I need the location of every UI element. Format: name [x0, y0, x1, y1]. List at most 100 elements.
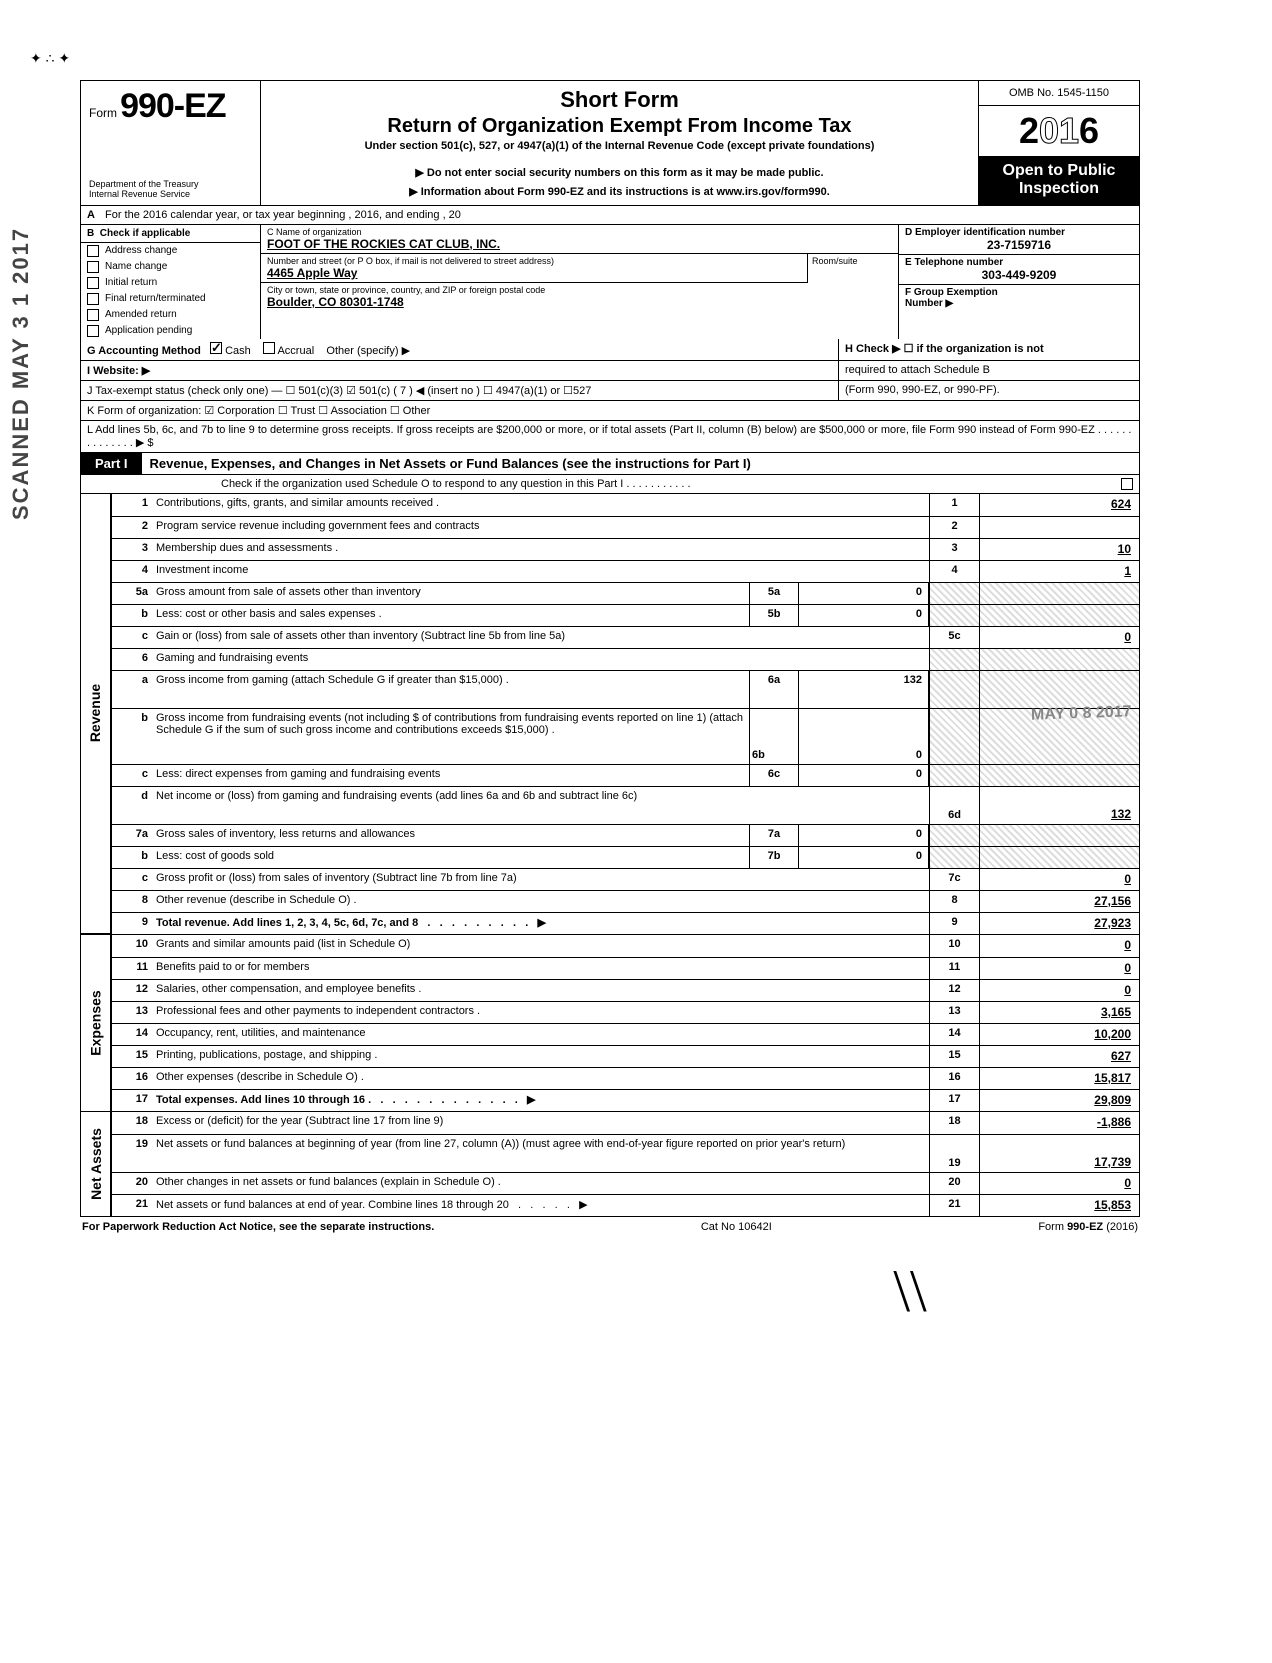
chk-final-return[interactable]: Final return/terminated: [81, 291, 260, 307]
tax-year: 2016: [979, 106, 1139, 156]
stray-marks: ✦ ∴ ✦: [30, 50, 70, 67]
line-a-text: For the 2016 calendar year, or tax year …: [105, 209, 461, 221]
part1-header: Part I Revenue, Expenses, and Changes in…: [80, 453, 1140, 475]
d-ein: D Employer identification number 23-7159…: [899, 225, 1139, 255]
footer-right: Form 990-EZ (2016): [1038, 1221, 1138, 1233]
line-20: 20Other changes in net assets or fund ba…: [112, 1172, 1139, 1194]
e-phone: E Telephone number 303-449-9209: [899, 255, 1139, 285]
netassets-table: Net Assets 18Excess or (deficit) for the…: [80, 1112, 1140, 1217]
dept-treasury: Department of the Treasury Internal Reve…: [89, 179, 252, 199]
line-6c: cLess: direct expenses from gaming and f…: [112, 764, 1139, 786]
line-13: 13Professional fees and other payments t…: [112, 1001, 1139, 1023]
chk-initial-return[interactable]: Initial return: [81, 275, 260, 291]
e-label: E Telephone number: [905, 257, 1133, 268]
line-21: 21Net assets or fund balances at end of …: [112, 1194, 1139, 1216]
part1-label: Part I: [81, 453, 142, 474]
chk-schedule-o[interactable]: [1121, 478, 1133, 490]
chk-cash[interactable]: [210, 342, 222, 354]
line-7a: 7aGross sales of inventory, less returns…: [112, 824, 1139, 846]
expenses-section: 10Grants and similar amounts paid (list …: [111, 935, 1139, 1111]
row-g: G Accounting Method Cash Accrual Other (…: [80, 339, 1140, 361]
line-6b: bGross income from fundraising events (n…: [112, 708, 1139, 764]
g-label: G Accounting Method: [87, 345, 201, 357]
line-6a: aGross income from gaming (attach Schedu…: [112, 670, 1139, 708]
footer: For Paperwork Reduction Act Notice, see …: [80, 1217, 1140, 1237]
handwritten-slashes: \\: [680, 1257, 1140, 1326]
line-7b: bLess: cost of goods sold7b0: [112, 846, 1139, 868]
main-table: Revenue 1Contributions, gifts, grants, a…: [80, 494, 1140, 935]
line-6d: dNet income or (loss) from gaming and fu…: [112, 786, 1139, 824]
line-5a: 5aGross amount from sale of assets other…: [112, 582, 1139, 604]
line-9: 9Total revenue. Add lines 1, 2, 3, 4, 5c…: [112, 912, 1139, 934]
line-a: A For the 2016 calendar year, or tax yea…: [80, 206, 1140, 225]
form-number: 990-EZ: [120, 87, 226, 125]
date-stamp: MAY 0 8 2017: [1031, 703, 1132, 724]
revenue-section: 1Contributions, gifts, grants, and simil…: [111, 494, 1139, 934]
revenue-label: Revenue: [81, 494, 111, 934]
i-website: I Website: ▶: [81, 361, 839, 380]
netassets-section: 18Excess or (deficit) for the year (Subt…: [111, 1112, 1139, 1216]
row-l: L Add lines 5b, 6c, and 7b to line 9 to …: [80, 421, 1140, 453]
other-label: Other (specify) ▶: [326, 345, 410, 357]
accrual-label: Accrual: [277, 345, 314, 357]
line-18: 18Excess or (deficit) for the year (Subt…: [112, 1112, 1139, 1134]
c-addr-label: Number and street (or P O box, if mail i…: [267, 256, 801, 266]
f-group: F Group Exemption Number ▶: [899, 285, 1139, 311]
col-de: D Employer identification number 23-7159…: [899, 225, 1139, 339]
netassets-label: Net Assets: [81, 1112, 111, 1216]
line-17: 17Total expenses. Add lines 10 through 1…: [112, 1089, 1139, 1111]
j-tax-exempt: J Tax-exempt status (check only one) — ☐…: [81, 381, 839, 400]
h-line3: (Form 990, 990-EZ, or 990-PF).: [839, 381, 1139, 400]
open-line2: Inspection: [983, 180, 1135, 198]
chk-address-change[interactable]: Address change: [81, 243, 260, 259]
line-15: 15Printing, publications, postage, and s…: [112, 1045, 1139, 1067]
c-city: City or town, state or province, country…: [261, 283, 898, 311]
title-short-form: Short Form: [271, 87, 968, 113]
part1-sub: Check if the organization used Schedule …: [80, 475, 1140, 494]
title-under: Under section 501(c), 527, or 4947(a)(1)…: [271, 140, 968, 152]
cash-label: Cash: [225, 345, 251, 357]
row-j: J Tax-exempt status (check only one) — ☐…: [80, 381, 1140, 401]
line-5c: cGain or (loss) from sale of assets othe…: [112, 626, 1139, 648]
ein-value: 23-7159716: [905, 238, 1133, 252]
chk-amended-return[interactable]: Amended return: [81, 307, 260, 323]
f-label2: Number ▶: [905, 298, 1133, 309]
form-page: Form 990-EZ Department of the Treasury I…: [80, 80, 1140, 1326]
row-k: K Form of organization: ☑ Corporation ☐ …: [80, 401, 1140, 421]
chk-name-change[interactable]: Name change: [81, 259, 260, 275]
line-7c: cGross profit or (loss) from sales of in…: [112, 868, 1139, 890]
b-head: B Check if applicable: [81, 225, 260, 243]
line-16: 16Other expenses (describe in Schedule O…: [112, 1067, 1139, 1089]
h-line2: required to attach Schedule B: [839, 361, 1139, 380]
line-2: 2Program service revenue including gover…: [112, 516, 1139, 538]
notice-info: ▶ Information about Form 990-EZ and its …: [271, 185, 968, 198]
row-i: I Website: ▶ required to attach Schedule…: [80, 361, 1140, 381]
part1-title: Revenue, Expenses, and Changes in Net As…: [142, 453, 1139, 474]
room-suite: Room/suite: [808, 254, 898, 283]
line-12: 12Salaries, other compensation, and empl…: [112, 979, 1139, 1001]
scanned-stamp: SCANNED MAY 3 1 2017: [8, 227, 34, 520]
header-left: Form 990-EZ Department of the Treasury I…: [81, 81, 261, 205]
title-return: Return of Organization Exempt From Incom…: [271, 115, 968, 138]
org-city: Boulder, CO 80301-1748: [267, 295, 892, 309]
c-name: C Name of organization FOOT OF THE ROCKI…: [261, 225, 898, 254]
h-check: H Check ▶ ☐ if the organization is not: [839, 339, 1139, 360]
line-10: 10Grants and similar amounts paid (list …: [112, 935, 1139, 957]
chk-application-pending[interactable]: Application pending: [81, 323, 260, 339]
line-4: 4Investment income41: [112, 560, 1139, 582]
col-b: B Check if applicable Address change Nam…: [81, 225, 261, 339]
line-19: 19Net assets or fund balances at beginni…: [112, 1134, 1139, 1172]
footer-cat: Cat No 10642I: [701, 1221, 772, 1233]
phone-value: 303-449-9209: [905, 268, 1133, 282]
omb-number: OMB No. 1545-1150: [979, 81, 1139, 106]
footer-left: For Paperwork Reduction Act Notice, see …: [82, 1221, 434, 1233]
f-label: F Group Exemption: [905, 287, 1133, 298]
line-11: 11Benefits paid to or for members110: [112, 957, 1139, 979]
line-3: 3Membership dues and assessments .310: [112, 538, 1139, 560]
chk-accrual[interactable]: [263, 342, 275, 354]
line-6: 6Gaming and fundraising events: [112, 648, 1139, 670]
c-city-label: City or town, state or province, country…: [267, 285, 892, 295]
line-5b: bLess: cost or other basis and sales exp…: [112, 604, 1139, 626]
header-right: OMB No. 1545-1150 2016 Open to Public In…: [979, 81, 1139, 205]
org-name: FOOT OF THE ROCKIES CAT CLUB, INC.: [267, 237, 892, 251]
